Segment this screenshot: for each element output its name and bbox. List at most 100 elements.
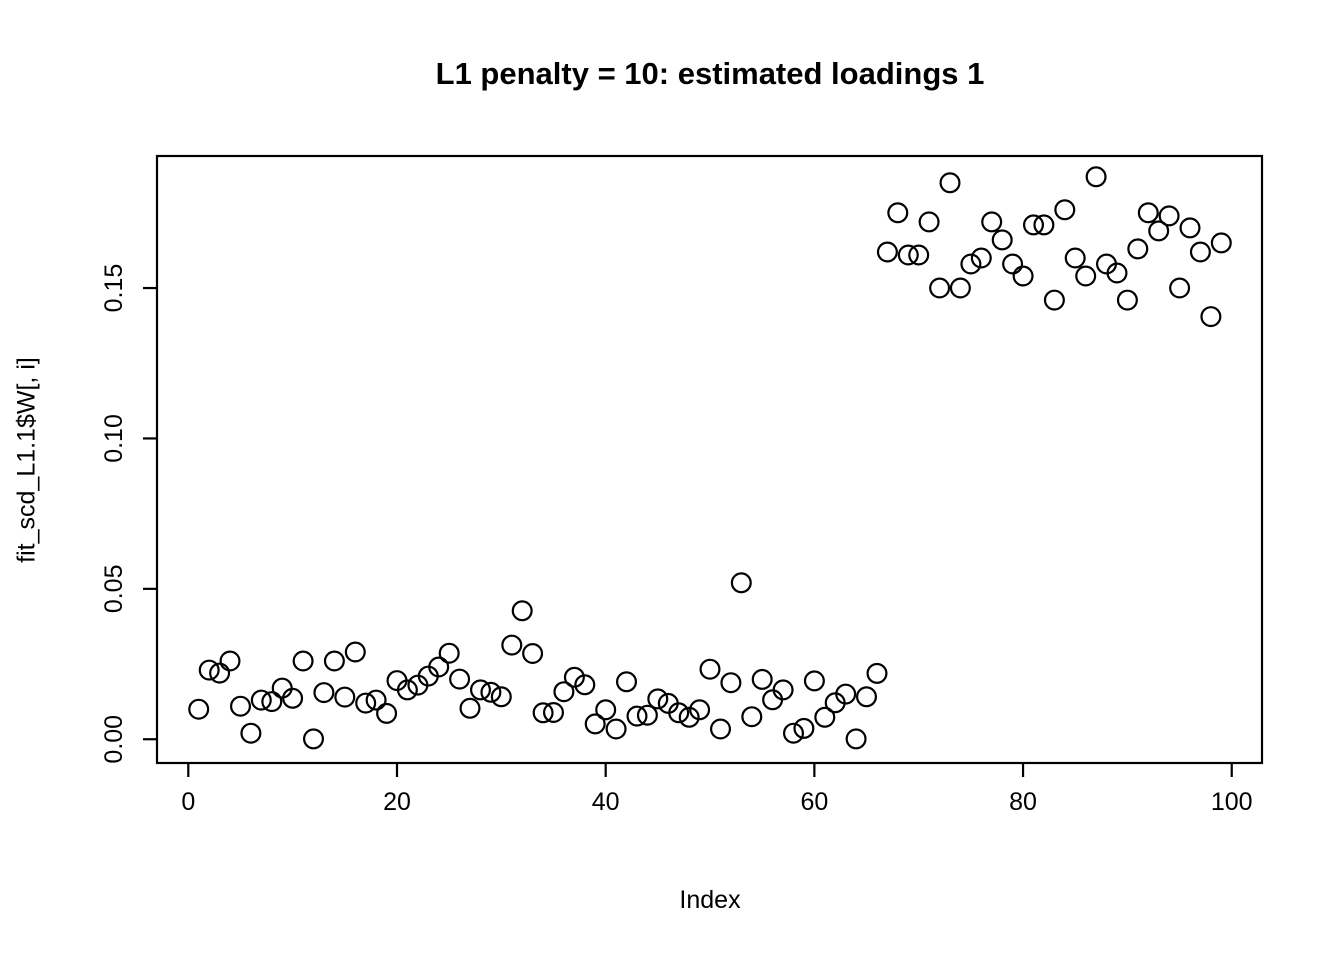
y-tick-label: 0.15 [100,264,128,313]
data-point [678,706,700,728]
data-point [230,695,252,717]
data-point [355,692,377,714]
data-point [970,247,992,269]
data-point [1148,220,1170,242]
data-point [219,650,241,672]
data-point [282,687,304,709]
data-point [949,277,971,299]
data-point [490,686,512,708]
data-point [1012,265,1034,287]
data-point [428,656,450,678]
data-point [522,642,544,664]
y-axis-title: fit_scd_L1.1$W[, i] [12,357,41,563]
data-point [532,702,554,724]
data-point [198,659,220,681]
data-point [762,689,784,711]
data-point [1054,199,1076,221]
data-point [887,202,909,224]
data-point [480,681,502,703]
data-point [470,679,492,701]
data-point [313,682,335,704]
plot-border [155,154,1264,765]
data-point [1064,247,1086,269]
data-point [1158,205,1180,227]
x-axis-title: Index [679,886,741,914]
data-point [699,658,721,680]
data-point [814,706,836,728]
data-point [1002,253,1024,275]
data-point [1200,306,1222,328]
data-point [240,722,262,744]
data-point [1043,289,1065,311]
data-point [438,642,460,664]
data-point [1116,289,1138,311]
data-point [344,641,366,663]
x-tick-label: 60 [800,788,828,816]
data-point [250,689,272,711]
data-point [1075,265,1097,287]
data-point [1189,241,1211,263]
data-point [501,634,523,656]
data-point [209,662,231,684]
x-tick-label: 40 [592,788,620,816]
data-point [981,211,1003,233]
data-point [866,662,888,684]
data-point [271,677,293,699]
data-point [897,244,919,266]
data-point [939,172,961,194]
data-point [563,666,585,688]
data-point [730,572,752,594]
x-tick-label: 100 [1211,788,1253,816]
data-point [595,699,617,721]
data-point [1169,277,1191,299]
data-point [835,683,857,705]
data-point [1106,262,1128,284]
data-point [741,706,763,728]
data-point [720,672,742,694]
data-point [689,699,711,721]
data-point [855,686,877,708]
data-point [605,718,627,740]
data-point [365,689,387,711]
data-point [615,671,637,693]
data-point [261,691,283,713]
data-point [449,668,471,690]
data-point [991,229,1013,251]
data-point [292,650,314,672]
data-point [1210,232,1232,254]
data-point [1033,214,1055,236]
data-point [459,697,481,719]
data-point [929,277,951,299]
data-point [376,702,398,724]
data-point [188,698,210,720]
data-point [908,244,930,266]
data-point [918,211,940,233]
data-point [782,722,804,744]
data-point [574,674,596,696]
data-point [1137,202,1159,224]
data-point [542,701,564,723]
data-point [396,679,418,701]
data-point [803,670,825,692]
data-point [668,702,690,724]
data-point [626,705,648,727]
data-point [636,704,658,726]
x-tick-label: 0 [181,788,195,816]
x-tick-label: 80 [1009,788,1037,816]
y-tick-label: 0.05 [100,565,128,614]
y-tick-label: 0.00 [100,715,128,764]
data-point [553,681,575,703]
data-point [303,728,325,750]
data-point [772,679,794,701]
data-point [751,668,773,690]
data-point [323,650,345,672]
data-point [1127,238,1149,260]
data-point [334,686,356,708]
data-point [1085,166,1107,188]
x-tick-label: 20 [383,788,411,816]
data-point [876,241,898,263]
data-point [1179,217,1201,239]
data-point [793,717,815,739]
data-point [1022,214,1044,236]
